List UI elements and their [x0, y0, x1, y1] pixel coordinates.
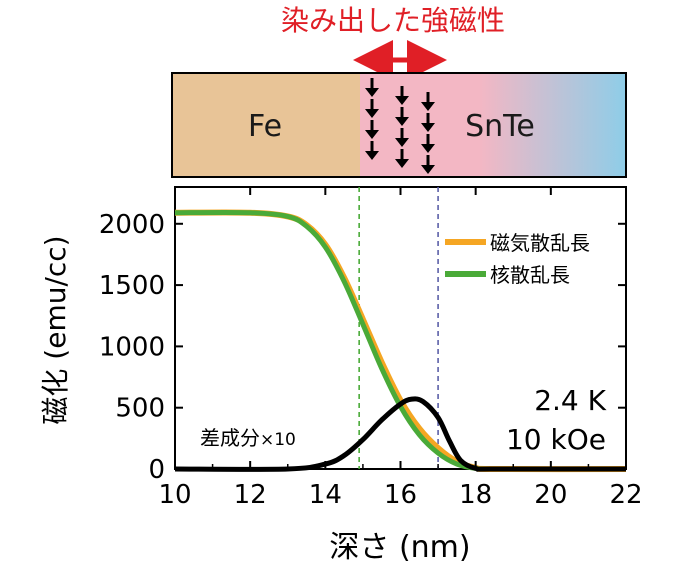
- spin-arrow-head: [395, 96, 409, 105]
- x-tick-label: 18: [459, 480, 492, 510]
- difference-label: 差成分: [200, 426, 260, 450]
- schematic-frame: [171, 72, 627, 178]
- x-tick-label: 22: [609, 480, 642, 510]
- legend: 磁気散乱長 核散乱長: [445, 231, 590, 287]
- spin-arrow-head: [365, 130, 379, 139]
- difference-scale: ×10: [260, 430, 296, 450]
- header-label: 染み出した強磁性: [281, 4, 505, 37]
- spin-arrow-head: [395, 117, 409, 126]
- spin-arrow-head: [421, 123, 435, 132]
- y-tick-label: 0: [148, 455, 165, 485]
- y-axis-title: 磁化 (emu/cc): [39, 235, 72, 424]
- spin-arrows: [365, 78, 435, 174]
- spin-arrow-head: [365, 88, 379, 97]
- difference-annotation: 差成分×10: [200, 426, 296, 450]
- spin-arrow-head: [395, 159, 409, 168]
- fe-label: Fe: [248, 109, 282, 144]
- spin-arrow-head: [421, 144, 435, 153]
- spin-arrow-head: [421, 102, 435, 111]
- x-tick-label: 14: [309, 480, 342, 510]
- plot-area: 10 12 14 16 18 20 22 0 500 1000 1500 2000 磁気散乱長 核散…: [99, 186, 643, 510]
- x-tick-label: 16: [384, 480, 417, 510]
- condition-temperature: 2.4 K: [534, 384, 606, 417]
- spin-arrow-head: [395, 138, 409, 147]
- x-axis-title: 深さ (nm): [329, 530, 470, 565]
- snte-label: SnTe: [465, 109, 535, 144]
- depth-markers: [358, 187, 439, 469]
- fe-layer: [172, 73, 360, 177]
- x-tick-label: 10: [158, 480, 191, 510]
- spin-arrow-head: [365, 109, 379, 118]
- spin-arrow-head: [421, 165, 435, 174]
- layer-schematic: Fe SnTe: [171, 72, 627, 178]
- x-ticks: 10 12 14 16 18 20 22: [158, 187, 643, 510]
- condition-field: 10 kOe: [506, 423, 606, 456]
- legend-label-nuclear: 核散乱長: [490, 263, 570, 287]
- legend-label-magnetic: 磁気散乱長: [490, 231, 590, 255]
- y-tick-label: 1500: [99, 271, 165, 301]
- x-tick-label: 12: [234, 480, 267, 510]
- y-tick-label: 2000: [99, 210, 165, 240]
- x-tick-label: 20: [534, 480, 567, 510]
- y-ticks: 0 500 1000 1500 2000: [99, 210, 626, 485]
- y-tick-label: 1000: [99, 332, 165, 362]
- y-tick-label: 500: [115, 394, 165, 424]
- spin-arrow-head: [365, 151, 379, 160]
